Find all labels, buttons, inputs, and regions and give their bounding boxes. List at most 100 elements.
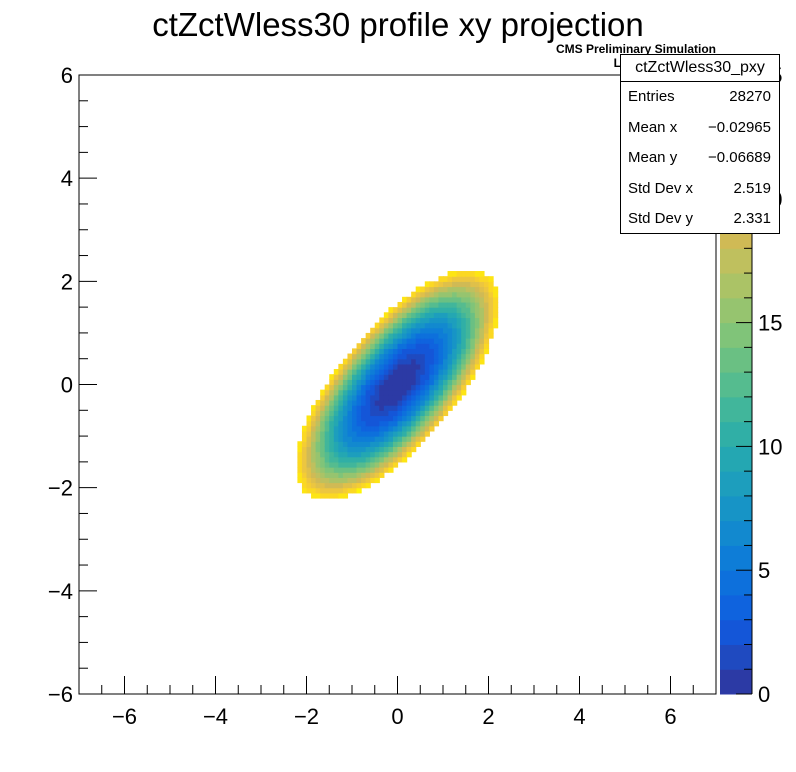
heatmap-bin — [415, 317, 421, 324]
heatmap-bin — [315, 492, 321, 499]
heatmap-bin — [356, 456, 362, 463]
heatmap-bin — [420, 286, 426, 293]
heatmap-bin — [383, 327, 389, 334]
heatmap-bin — [361, 405, 367, 411]
heatmap-bin — [370, 425, 376, 432]
heatmap-bin — [365, 353, 371, 360]
heatmap-bin — [411, 291, 417, 298]
heatmap-bin — [452, 281, 458, 288]
heatmap-bin — [379, 343, 385, 349]
heatmap-bin — [374, 430, 380, 437]
heatmap-bin — [429, 353, 435, 360]
heatmap-bin — [352, 415, 358, 422]
heatmap-bin — [402, 363, 408, 370]
heatmap-bin — [415, 307, 421, 313]
heatmap-bin — [479, 291, 485, 298]
heatmap-bin — [456, 327, 462, 334]
heatmap-bin — [447, 369, 453, 375]
heatmap-bin — [411, 415, 417, 422]
y-tick-label: −4 — [48, 579, 73, 604]
heatmap-bin — [392, 327, 399, 334]
heatmap-bin — [301, 487, 308, 494]
heatmap-bin — [365, 430, 371, 437]
heatmap-bin — [456, 312, 462, 319]
heatmap-bin — [406, 384, 412, 391]
heatmap-bin — [402, 420, 408, 427]
heatmap-bin — [443, 301, 449, 308]
heatmap-bin — [429, 286, 435, 293]
heatmap-bin — [420, 327, 426, 334]
heatmap-bin — [402, 322, 408, 329]
heatmap-bin — [342, 369, 349, 375]
heatmap-bin — [379, 415, 385, 422]
heatmap-bin — [320, 492, 326, 499]
heatmap-bin — [429, 312, 435, 319]
heatmap-bin — [383, 369, 389, 375]
heatmap-bin — [433, 405, 440, 411]
heatmap-bin — [370, 441, 376, 447]
heatmap-bin — [438, 363, 444, 370]
heatmap-bin — [361, 363, 367, 370]
heatmap-bin — [397, 307, 403, 313]
heatmap-bin — [356, 343, 362, 349]
heatmap-bin — [392, 415, 399, 422]
heatmap-bin — [424, 317, 430, 324]
heatmap-bin — [347, 369, 353, 375]
heatmap-bin — [424, 332, 430, 339]
heatmap-bin — [406, 307, 412, 313]
heatmap-bin — [370, 446, 376, 453]
heatmap-bin — [461, 276, 467, 282]
heatmap-bin — [388, 467, 394, 473]
heatmap-bin — [479, 338, 485, 344]
heatmap-bin — [374, 332, 380, 339]
heatmap-bin — [474, 348, 480, 355]
heatmap-bin — [402, 343, 408, 349]
heatmap-bin — [297, 456, 303, 463]
heatmap-bin — [433, 296, 440, 303]
heatmap-bin — [356, 420, 362, 427]
heatmap-bin — [420, 332, 426, 339]
heatmap-bin — [488, 317, 494, 324]
heatmap-bin — [470, 332, 476, 339]
heatmap-bin — [474, 296, 480, 303]
heatmap-bin — [315, 425, 321, 432]
heatmap-bin — [338, 379, 344, 386]
heatmap-bin — [429, 327, 435, 334]
heatmap-bin — [311, 430, 317, 437]
heatmap-bin — [374, 338, 380, 344]
heatmap-bin — [424, 399, 430, 406]
heatmap-bin — [383, 451, 389, 458]
heatmap-bin — [338, 436, 344, 442]
heatmap-bin — [324, 430, 330, 437]
heatmap-bin — [370, 332, 376, 339]
heatmap-bin — [456, 281, 462, 288]
heatmap-bin — [397, 322, 403, 329]
heatmap-bin — [433, 286, 440, 293]
heatmap-bin — [415, 420, 421, 427]
heatmap-bin — [388, 451, 394, 458]
heatmap-bin — [324, 425, 330, 432]
heatmap-bin — [474, 271, 480, 277]
heatmap-bin — [415, 369, 421, 375]
heatmap-bin — [356, 415, 362, 422]
heatmap-bin — [370, 399, 376, 406]
heatmap-bin — [333, 369, 339, 375]
heatmap-bin — [452, 301, 458, 308]
heatmap-bin — [411, 446, 417, 453]
heatmap-bin — [429, 389, 435, 396]
heatmap-bin — [420, 389, 426, 396]
x-tick-label: −6 — [112, 704, 137, 729]
heatmap-bin — [361, 441, 367, 447]
heatmap-bin — [324, 420, 330, 427]
heatmap-bin — [320, 399, 326, 406]
heatmap-bin — [365, 461, 371, 468]
heatmap-bin — [402, 358, 408, 365]
heatmap-bin — [374, 363, 380, 370]
heatmap-bin — [374, 441, 380, 447]
heatmap-bin — [402, 338, 408, 344]
heatmap-bin — [397, 312, 403, 319]
heatmap-bin — [306, 461, 312, 468]
heatmap-bin — [406, 399, 412, 406]
heatmap-bin — [429, 374, 435, 380]
heatmap-bin — [311, 441, 317, 447]
